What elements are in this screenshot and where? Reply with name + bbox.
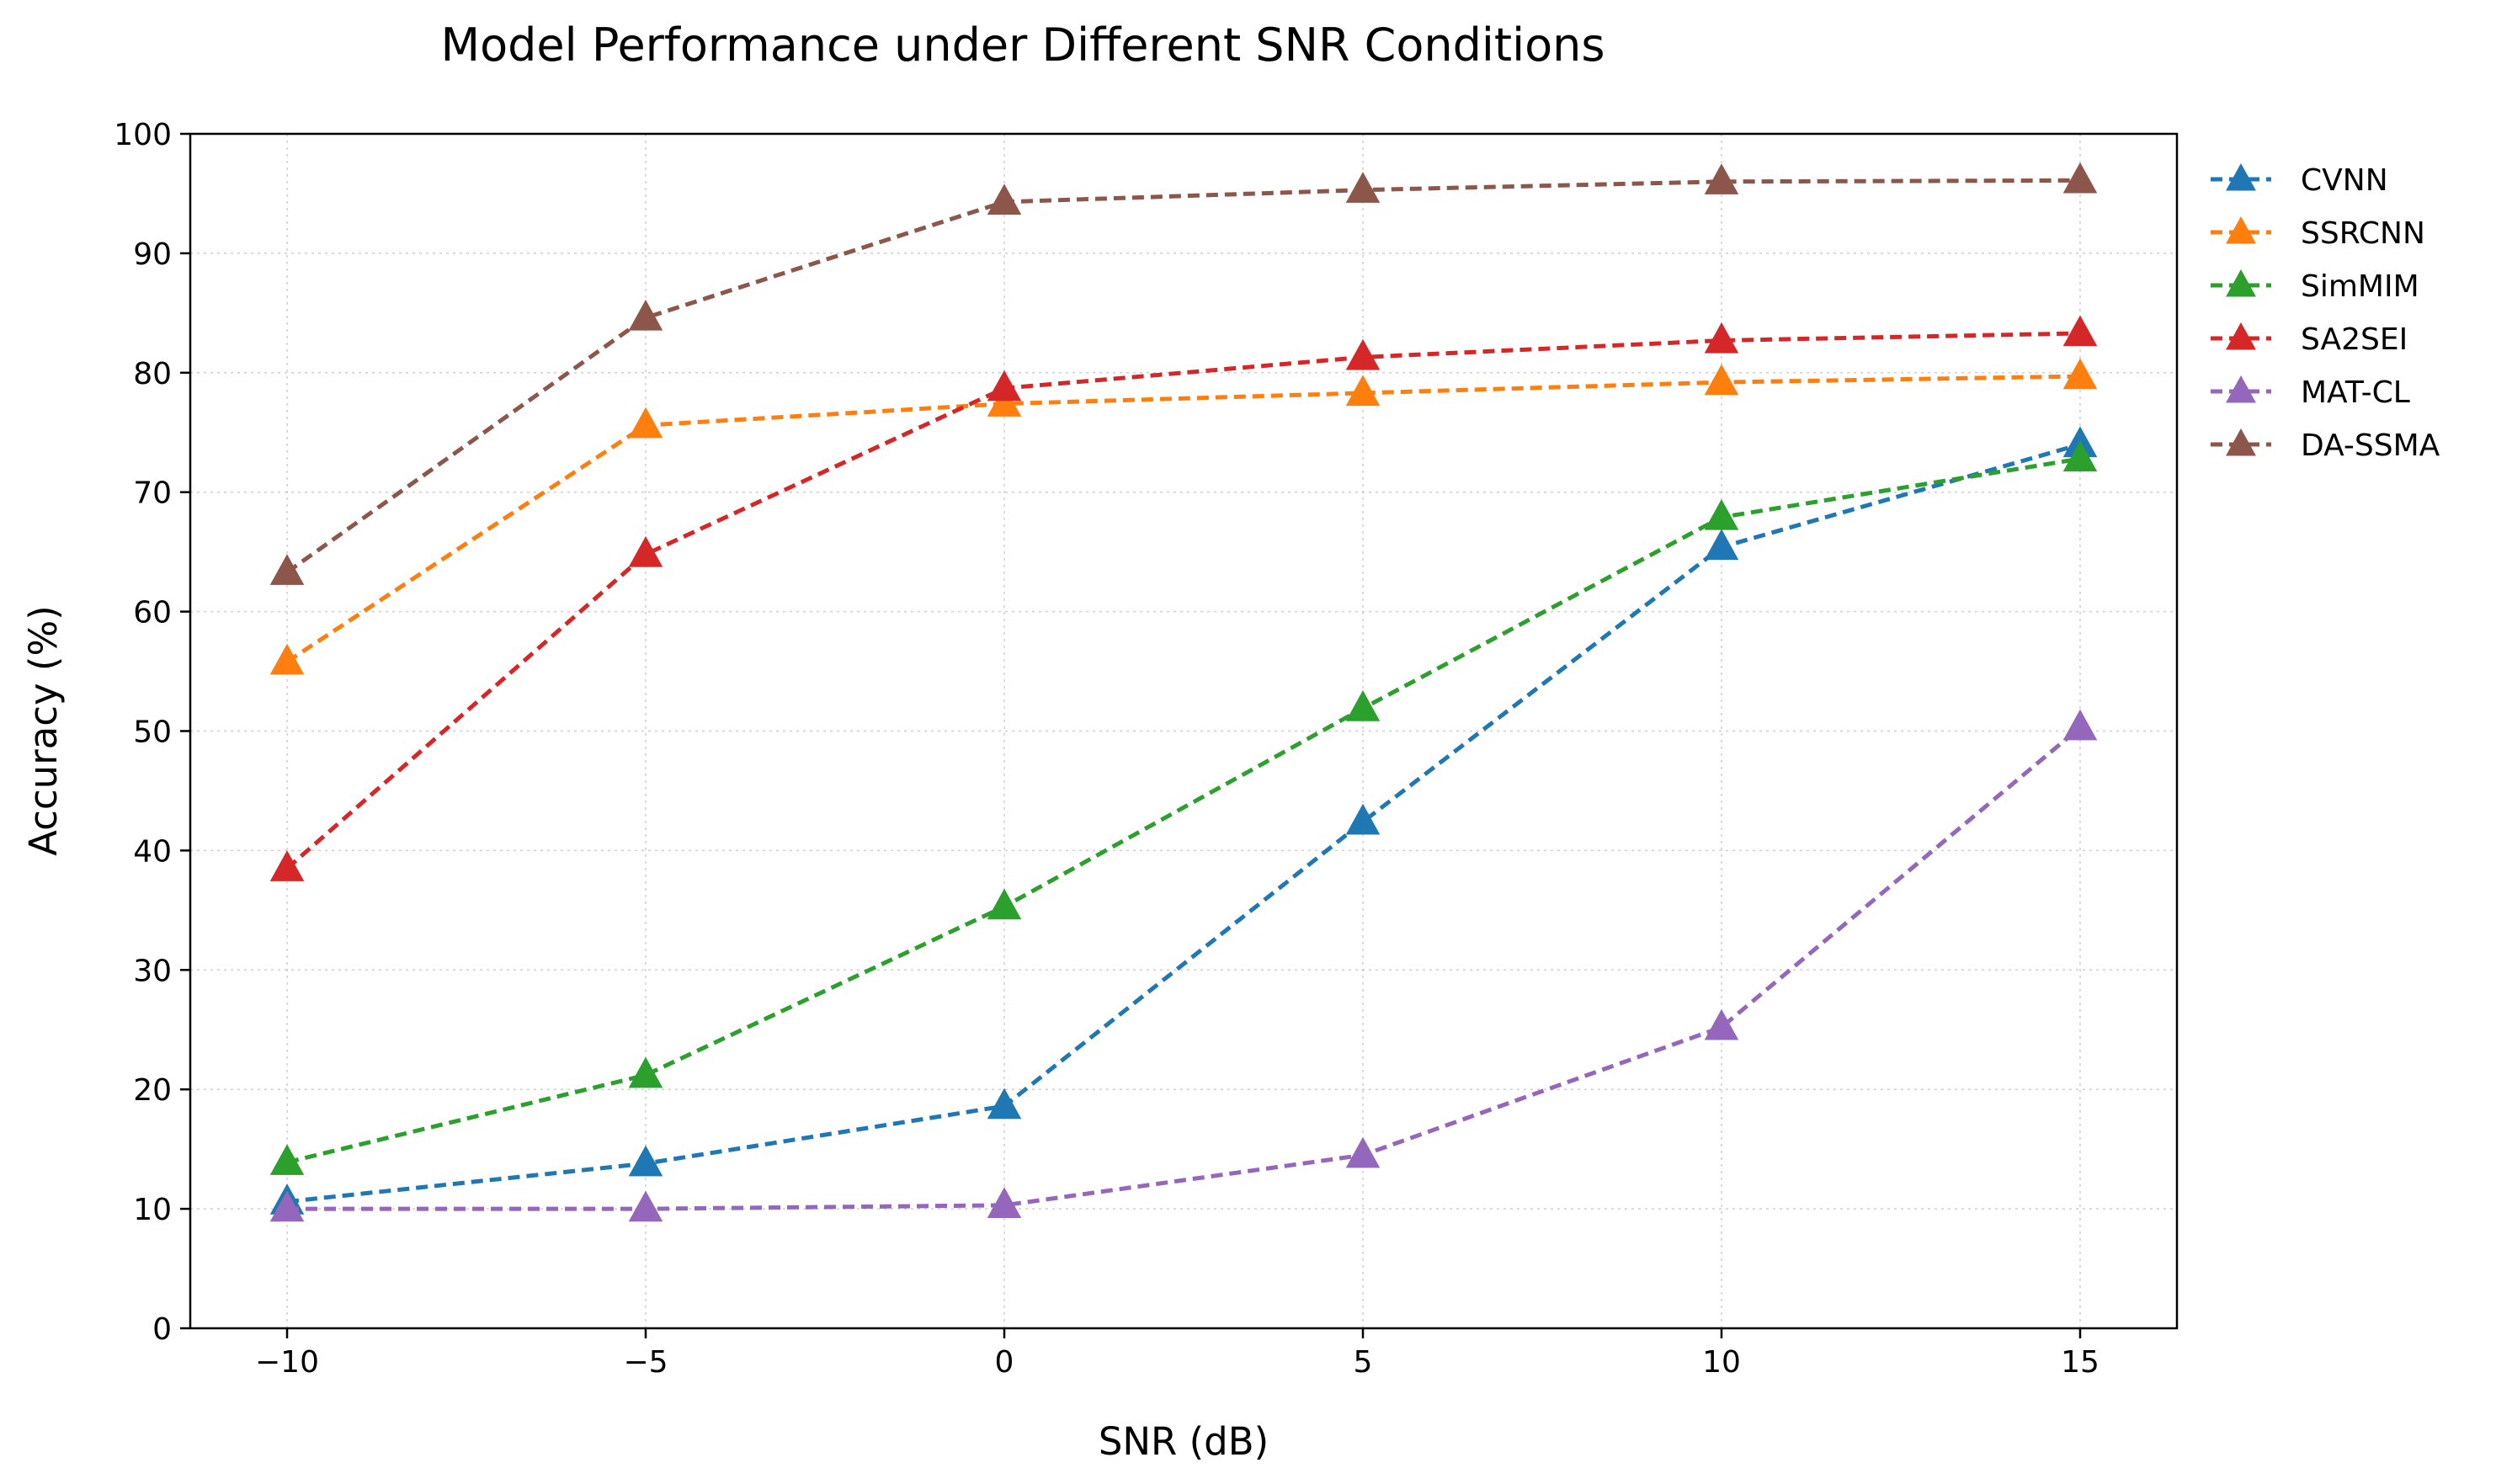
data-point-sa2sei bbox=[2062, 315, 2098, 347]
series-da-ssma bbox=[269, 162, 2098, 585]
data-point-simmim bbox=[269, 1144, 305, 1175]
data-point-mat-cl bbox=[1345, 1136, 1381, 1168]
y-tick-label: 50 bbox=[133, 715, 172, 750]
y-tick-label: 20 bbox=[133, 1073, 172, 1108]
legend-marker bbox=[2226, 269, 2256, 297]
y-tick-label: 90 bbox=[133, 237, 172, 272]
data-point-sa2sei bbox=[1345, 338, 1381, 370]
legend-marker bbox=[2226, 162, 2256, 191]
y-tick-label: 80 bbox=[133, 357, 172, 391]
data-point-sa2sei bbox=[987, 370, 1022, 402]
data-point-da-ssma bbox=[628, 299, 663, 331]
data-point-mat-cl bbox=[2062, 709, 2098, 741]
data-point-ssrcnn bbox=[2062, 358, 2098, 390]
data-point-ssrcnn bbox=[987, 386, 1022, 417]
series-line-mat-cl bbox=[287, 726, 2082, 1211]
legend-label: MAT-CL bbox=[2301, 375, 2410, 410]
data-point-ssrcnn bbox=[628, 407, 663, 439]
y-tick-label: 30 bbox=[133, 954, 172, 988]
data-point-cvnn bbox=[987, 1088, 1022, 1120]
y-tick-label: 70 bbox=[133, 476, 172, 511]
legend-entry-da-ssma: DA-SSMA bbox=[2211, 428, 2440, 463]
series-line-ssrcnn bbox=[285, 374, 2081, 664]
data-point-sa2sei bbox=[269, 850, 305, 881]
data-point-simmim bbox=[1704, 498, 1739, 530]
data-point-mat-cl bbox=[1704, 1008, 1739, 1040]
x-tick-label: 10 bbox=[1702, 1345, 1741, 1380]
data-point-simmim bbox=[1345, 689, 1381, 721]
series-line-da-ssma bbox=[285, 178, 2080, 574]
x-axis: −10 −5 0 5 10 15 bbox=[255, 1328, 2100, 1380]
x-axis-label: SNR (dB) bbox=[1099, 1419, 1269, 1464]
data-point-simmim bbox=[628, 1056, 663, 1088]
data-point-simmim bbox=[2062, 440, 2098, 472]
legend-marker bbox=[2226, 428, 2256, 456]
data-point-da-ssma bbox=[987, 184, 1022, 215]
data-point-mat-cl bbox=[269, 1190, 305, 1222]
legend-label: SSRCNN bbox=[2301, 216, 2425, 251]
legend-label: SimMIM bbox=[2301, 269, 2419, 304]
x-tick-label: 15 bbox=[2061, 1345, 2100, 1380]
series-ssrcnn bbox=[269, 358, 2098, 675]
data-point-da-ssma bbox=[269, 554, 305, 585]
series-sa2sei bbox=[269, 315, 2098, 881]
legend: CVNN SSRCNN SimMIM SA2SEI MAT-CL DA-SSMA bbox=[2211, 162, 2440, 463]
data-point-simmim bbox=[987, 888, 1022, 920]
y-axis-label: Accuracy (%) bbox=[21, 605, 66, 856]
data-point-mat-cl bbox=[987, 1187, 1022, 1218]
plot-series bbox=[269, 162, 2098, 1222]
chart-title: Model Performance under Different SNR Co… bbox=[441, 19, 1605, 72]
x-tick-label: 5 bbox=[1354, 1345, 1373, 1380]
data-point-ssrcnn bbox=[1704, 364, 1739, 396]
y-tick-label: 40 bbox=[133, 834, 172, 869]
series-line-cvnn bbox=[286, 442, 2081, 1205]
legend-entry-ssrcnn: SSRCNN bbox=[2211, 215, 2425, 251]
series-mat-cl bbox=[269, 709, 2098, 1222]
data-point-sa2sei bbox=[628, 535, 663, 567]
data-point-ssrcnn bbox=[269, 643, 305, 675]
data-point-da-ssma bbox=[1704, 163, 1739, 194]
y-tick-label: 60 bbox=[133, 596, 172, 630]
legend-entry-mat-cl: MAT-CL bbox=[2211, 375, 2410, 410]
data-point-ssrcnn bbox=[1345, 375, 1381, 407]
legend-marker bbox=[2226, 375, 2256, 403]
legend-entry-sa2sei: SA2SEI bbox=[2211, 322, 2408, 357]
legend-entry-simmim: SimMIM bbox=[2211, 269, 2419, 304]
legend-label: CVNN bbox=[2301, 163, 2388, 198]
data-point-cvnn bbox=[1704, 529, 1739, 561]
series-simmim bbox=[269, 440, 2098, 1175]
data-point-da-ssma bbox=[2062, 162, 2098, 194]
legend-marker bbox=[2226, 322, 2256, 350]
series-cvnn bbox=[269, 426, 2098, 1215]
legend-label: SA2SEI bbox=[2301, 322, 2408, 357]
series-line-sa2sei bbox=[285, 331, 2081, 870]
data-point-cvnn bbox=[628, 1145, 663, 1177]
data-point-sa2sei bbox=[1704, 322, 1739, 354]
y-axis: 0 10 20 30 40 50 60 70 80 90 100 bbox=[114, 118, 190, 1347]
data-point-cvnn bbox=[1345, 803, 1381, 835]
y-tick-label: 100 bbox=[114, 118, 172, 152]
x-tick-label: −5 bbox=[623, 1345, 668, 1380]
data-point-da-ssma bbox=[1345, 172, 1381, 203]
legend-entry-cvnn: CVNN bbox=[2211, 162, 2388, 198]
x-tick-label: −10 bbox=[255, 1345, 319, 1380]
y-tick-label: 10 bbox=[133, 1193, 172, 1227]
grid-lines bbox=[190, 133, 2177, 1329]
x-tick-label: 0 bbox=[995, 1345, 1014, 1380]
y-tick-label: 0 bbox=[152, 1312, 172, 1347]
legend-marker bbox=[2226, 215, 2256, 244]
legend-label: DA-SSMA bbox=[2301, 428, 2440, 463]
series-line-simmim bbox=[286, 456, 2081, 1165]
data-point-mat-cl bbox=[628, 1190, 663, 1222]
